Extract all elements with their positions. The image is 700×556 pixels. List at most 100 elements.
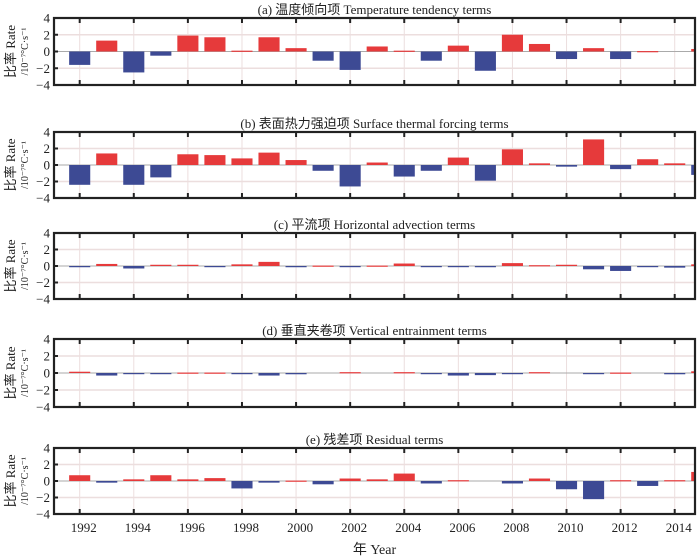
bar-1995 <box>150 51 172 56</box>
bar-2002 <box>339 478 361 481</box>
y-tick-label: −2 <box>36 174 50 189</box>
bar-2005 <box>420 51 442 61</box>
bar-2004 <box>393 263 415 266</box>
x-tick-label: 2014 <box>666 520 693 535</box>
panel-title: (e) 残差项 Residual terms <box>306 432 444 447</box>
bar-2015 <box>691 471 695 481</box>
y-tick-label: −2 <box>36 490 50 505</box>
bar-2005 <box>420 373 442 375</box>
bar-2007 <box>474 266 496 268</box>
bar-2015 <box>691 48 695 52</box>
plot-area <box>54 448 695 514</box>
x-tick-label: 2006 <box>449 520 476 535</box>
bar-1994 <box>123 266 145 269</box>
bar-2013 <box>637 481 659 486</box>
bar-1998 <box>231 373 253 375</box>
bar-2001 <box>312 51 334 61</box>
bar-1995 <box>150 373 172 375</box>
bar-2011 <box>583 139 605 165</box>
x-tick-label: 2000 <box>287 520 313 535</box>
bar-2014 <box>664 480 686 482</box>
y-tick-label: 2 <box>44 141 51 156</box>
x-tick-label: 1998 <box>233 520 259 535</box>
bar-2010 <box>555 165 578 167</box>
bar-2007 <box>474 51 496 71</box>
panel-title: (b) 表面热力强迫项 Surface thermal forcing term… <box>240 116 508 131</box>
bar-1998 <box>231 50 253 52</box>
bar-1992 <box>69 51 91 65</box>
bar-1994 <box>123 373 145 375</box>
bar-2008 <box>501 481 523 484</box>
bar-2008 <box>501 263 523 266</box>
bar-2010 <box>555 264 578 266</box>
bar-2004 <box>393 165 415 177</box>
bar-1996 <box>177 35 199 52</box>
bar-1998 <box>231 481 253 489</box>
y-tick-label: 0 <box>44 259 51 274</box>
panel-title: (a) 温度倾向项 Temperature tendency terms <box>258 2 492 17</box>
bar-2005 <box>420 481 442 484</box>
bar-1998 <box>231 264 253 266</box>
y-tick-label: 0 <box>44 474 51 489</box>
bar-2012 <box>610 480 632 482</box>
x-tick-label: 2012 <box>612 520 638 535</box>
bar-1996 <box>177 154 199 165</box>
axes-frame <box>52 231 697 301</box>
bar-1992 <box>69 266 91 268</box>
x-tick-label: 2010 <box>558 520 584 535</box>
bar-2000 <box>285 160 307 165</box>
bar-2004 <box>393 50 415 52</box>
bar-1999 <box>258 37 280 52</box>
bar-1997 <box>204 372 226 374</box>
y-tick-label: −2 <box>36 383 50 398</box>
y-axis-label: 比率 Rate <box>3 138 18 191</box>
bar-2001 <box>312 481 334 485</box>
y-tick-label: −4 <box>36 507 50 522</box>
bar-1993 <box>96 481 118 483</box>
bar-2009 <box>528 478 551 481</box>
y-tick-label: 0 <box>44 44 51 59</box>
panel-d: (d) 垂直夹卷项 Vertical entrainment terms 4 2 0 −… <box>3 323 697 415</box>
y-tick-label: 4 <box>44 226 51 241</box>
bar-1995 <box>150 475 172 481</box>
x-tick-label: 2004 <box>395 520 422 535</box>
bar-1992 <box>69 371 91 373</box>
y-tick-label: 2 <box>44 457 51 472</box>
bar-1996 <box>177 479 199 481</box>
plot-area <box>54 132 695 198</box>
bar-2013 <box>637 51 659 53</box>
y-tick-label: 4 <box>44 332 51 347</box>
bar-1993 <box>96 263 118 266</box>
bar-2009 <box>528 265 551 267</box>
bar-1994 <box>123 51 145 73</box>
y-tick-label: 2 <box>44 242 51 257</box>
bar-1992 <box>69 475 91 481</box>
bar-2007 <box>474 373 496 376</box>
y-tick-label: 4 <box>44 441 51 456</box>
y-tick-label: 2 <box>44 349 51 364</box>
bar-2008 <box>501 373 523 375</box>
bar-2000 <box>285 48 307 52</box>
bar-1993 <box>96 153 118 165</box>
y-axis-label: 比率 Rate <box>3 454 18 507</box>
bar-2006 <box>447 157 469 165</box>
x-tick-label: 1994 <box>125 520 152 535</box>
bar-2008 <box>501 149 523 165</box>
panel-a: (a) 温度倾向项 Temperature tendency terms 42 0 −… <box>3 2 697 93</box>
bar-2006 <box>447 45 469 52</box>
bar-2009 <box>528 43 551 52</box>
panel-b: (b) 表面热力强迫项 Surface thermal forcing term… <box>3 116 697 206</box>
y-tick-label: −4 <box>36 400 50 415</box>
bar-2012 <box>610 51 632 60</box>
bar-2013 <box>637 266 659 268</box>
y-tick-label: −4 <box>36 191 50 206</box>
bar-2012 <box>610 266 632 271</box>
bar-1999 <box>258 481 280 483</box>
y-axis-label: 比率 Rate <box>3 346 18 399</box>
bar-2005 <box>420 266 442 268</box>
bar-2003 <box>366 46 388 52</box>
axes-frame <box>52 16 697 87</box>
panel-c: (c) 平流项 Horizontal advection terms 42 0−2 −… <box>3 217 697 307</box>
bar-2011 <box>583 48 605 52</box>
